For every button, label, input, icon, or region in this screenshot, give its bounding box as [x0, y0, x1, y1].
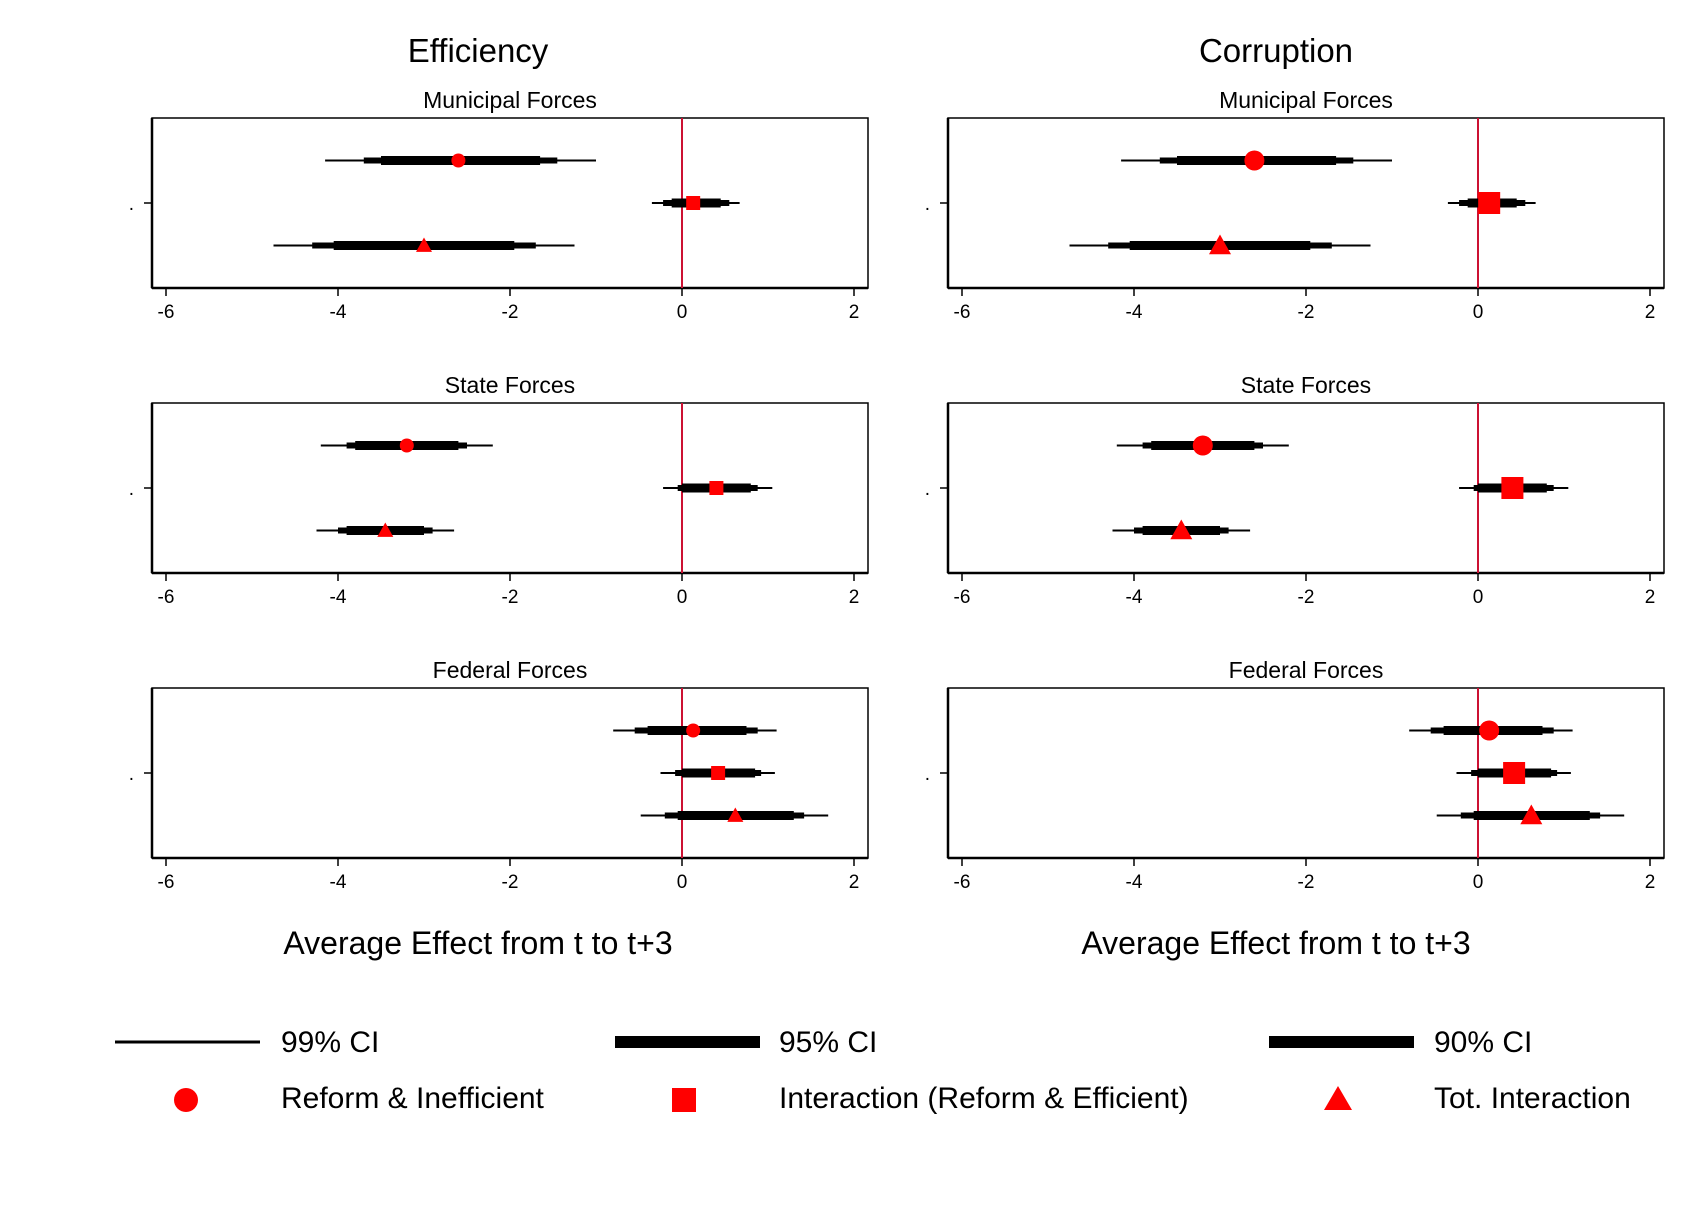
panel-frame	[947, 117, 1665, 289]
panel-frame	[151, 117, 869, 289]
panel-title: State Forces	[1241, 372, 1371, 398]
x-tick-label: 0	[677, 872, 688, 893]
x-tick-label: -2	[502, 302, 519, 323]
x-tick-label: 2	[1645, 872, 1656, 893]
circle-marker	[686, 723, 701, 738]
efficiency-column-title: Efficiency	[407, 32, 549, 69]
circle-marker	[399, 438, 414, 453]
circle-marker	[451, 153, 466, 168]
x-tick-label: 2	[1645, 302, 1656, 323]
square-marker	[1501, 477, 1524, 499]
x-tick-label: -6	[954, 872, 971, 893]
panel-title: Federal Forces	[433, 657, 588, 683]
y-tick-label: .	[925, 194, 930, 215]
y-tick-label: .	[925, 479, 930, 500]
circle-marker	[1192, 435, 1213, 456]
x-tick-label: -4	[330, 587, 347, 608]
triangle-marker	[1170, 519, 1193, 540]
x-tick-label: -4	[1126, 302, 1143, 323]
y-tick-label: .	[129, 764, 134, 785]
panel-title: Federal Forces	[1229, 657, 1384, 683]
x-tick-label: -6	[954, 587, 971, 608]
panel-efficiency-federal-forces: Federal Forces. -6 -4 -2 0 2	[129, 657, 869, 893]
square-marker	[1478, 192, 1501, 214]
x-tick-label: -6	[158, 302, 175, 323]
x-tick-label: 0	[677, 302, 688, 323]
triangle-marker	[727, 807, 744, 822]
x-tick-label: 0	[1473, 302, 1484, 323]
x-tick-label: -4	[330, 302, 347, 323]
x-tick-label: -4	[1126, 587, 1143, 608]
x-tick-label: -2	[1298, 302, 1315, 323]
square-marker	[709, 481, 724, 495]
circle-marker	[1244, 150, 1265, 171]
x-tick-label: 0	[1473, 872, 1484, 893]
panel-corruption-municipal-forces: Municipal Forces. -6 -4 -2 0 2	[925, 87, 1665, 323]
square-marker	[686, 196, 701, 210]
x-tick-label: 2	[1645, 587, 1656, 608]
x-tick-label: 2	[849, 872, 860, 893]
x-tick-label: -6	[158, 872, 175, 893]
square-marker	[711, 766, 726, 780]
x-tick-label: -2	[1298, 587, 1315, 608]
triangle-marker	[1209, 234, 1231, 255]
x-tick-label: -4	[1126, 872, 1143, 893]
square-marker	[1503, 762, 1526, 784]
x-tick-label: 2	[849, 587, 860, 608]
x-tick-label: -6	[158, 587, 175, 608]
triangle-marker	[416, 237, 432, 252]
corruption-x-axis-label: Average Effect from t to t+3	[1081, 925, 1471, 961]
panel-title: State Forces	[445, 372, 575, 398]
x-tick-label: -4	[330, 872, 347, 893]
x-tick-label: 0	[1473, 587, 1484, 608]
x-tick-label: -2	[1298, 872, 1315, 893]
triangle-marker	[377, 522, 394, 537]
corruption-column-title: Corruption	[1198, 32, 1354, 69]
panel-efficiency-municipal-forces: Municipal Forces. -6 -4 -2 0 2	[129, 87, 869, 323]
panel-corruption-state-forces: State Forces. -6 -4 -2 0 2	[925, 372, 1665, 608]
circle-marker	[1479, 720, 1500, 741]
y-tick-label: .	[925, 764, 930, 785]
panel-corruption-federal-forces: Federal Forces. -6 -4 -2 0 2	[925, 657, 1665, 893]
y-tick-label: .	[129, 194, 134, 215]
triangle-marker	[1520, 804, 1543, 825]
x-tick-label: -2	[502, 872, 519, 893]
x-tick-label: -6	[954, 302, 971, 323]
efficiency-x-axis-label: Average Effect from t to t+3	[283, 925, 673, 961]
y-tick-label: .	[129, 479, 134, 500]
x-tick-label: -2	[502, 587, 519, 608]
x-tick-label: 2	[849, 302, 860, 323]
panel-efficiency-state-forces: State Forces. -6 -4 -2 0 2	[129, 372, 869, 608]
panel-title: Municipal Forces	[423, 87, 597, 113]
x-tick-label: 0	[677, 587, 688, 608]
panel-title: Municipal Forces	[1219, 87, 1393, 113]
